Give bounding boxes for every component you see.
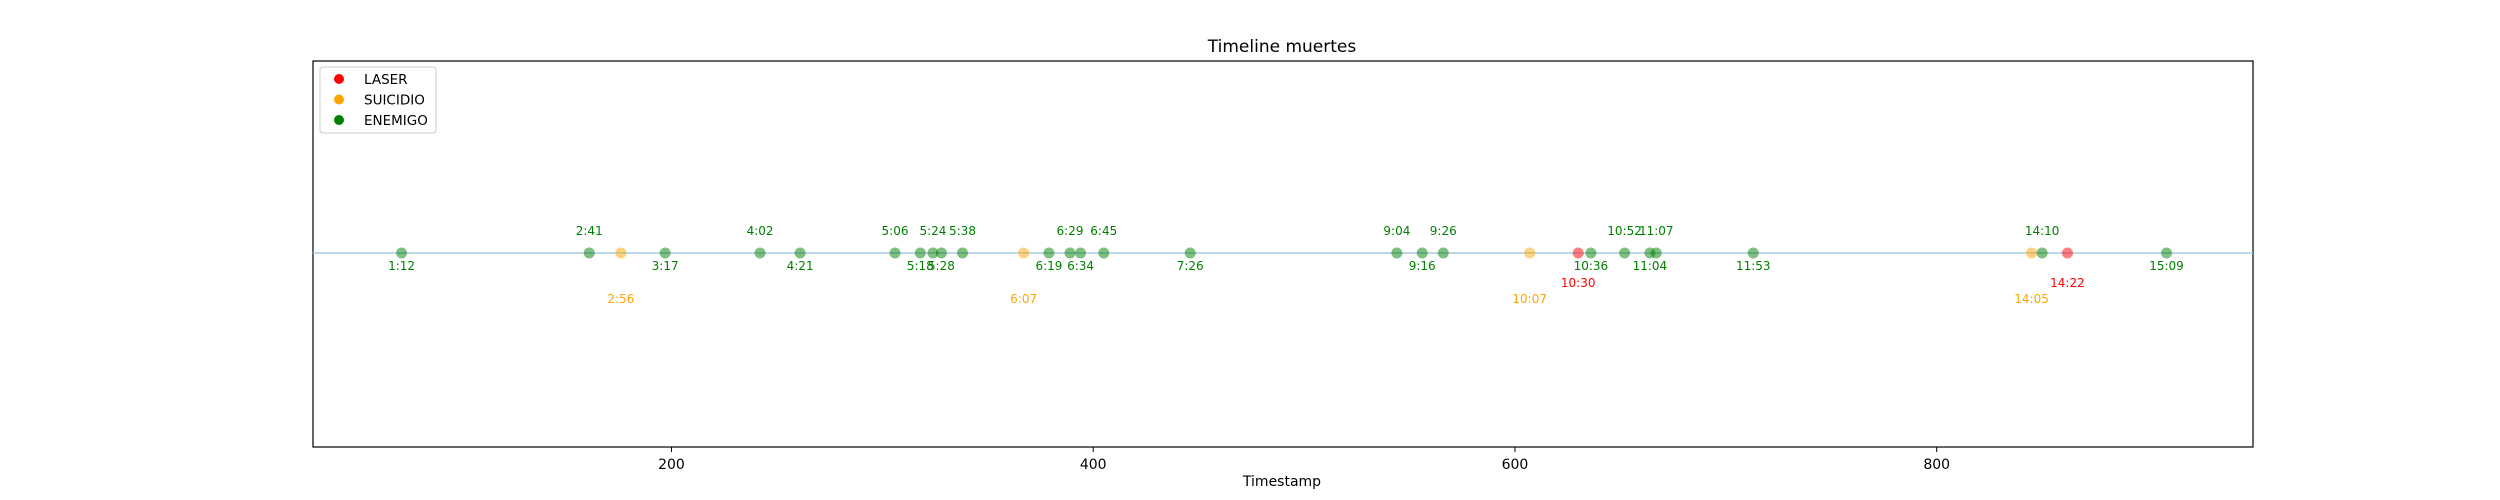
data-label: 6:19	[1035, 259, 1062, 273]
x-tick-label: 400	[1080, 457, 1107, 473]
data-point-enemigo	[1416, 247, 1428, 259]
data-label: 14:05	[2014, 292, 2049, 306]
data-label: 10:07	[1512, 292, 1547, 306]
data-label: 14:10	[2025, 224, 2060, 238]
data-label: 11:07	[1639, 224, 1674, 238]
data-point-enemigo	[396, 247, 408, 259]
legend-marker-enemigo	[334, 115, 344, 125]
chart-title: Timeline muertes	[1207, 37, 1357, 57]
data-point-enemigo	[1391, 247, 1403, 259]
data-label: 5:06	[882, 224, 909, 238]
data-label: 6:45	[1090, 224, 1117, 238]
data-point-enemigo	[2036, 247, 2048, 259]
data-point-enemigo	[927, 247, 939, 259]
data-point-enemigo	[1098, 247, 1110, 259]
data-point-enemigo	[1043, 247, 1055, 259]
legend-label: ENEMIGO	[364, 113, 428, 129]
legend-label: LASER	[364, 72, 408, 88]
data-label: 5:28	[928, 259, 955, 273]
legend-marker-laser	[334, 74, 344, 84]
data-point-enemigo	[794, 247, 806, 259]
data-label: 10:30	[1561, 276, 1596, 290]
x-axis: 200 400 600 800	[658, 447, 1950, 473]
data-point-enemigo	[1075, 247, 1087, 259]
data-label: 15:09	[2149, 259, 2184, 273]
data-point-enemigo	[659, 247, 671, 259]
legend: LASER SUICIDIO ENEMIGO	[319, 66, 437, 134]
data-marks: 10:30 14:22 2:56 6:07 10:07 14:05 1:12 2:41 3:17…	[388, 224, 2184, 306]
data-label: 3:17	[652, 259, 679, 273]
data-label: 14:22	[2050, 276, 2085, 290]
data-label: 6:07	[1010, 292, 1037, 306]
data-point-suicidio	[615, 247, 627, 259]
data-point-enemigo	[935, 247, 947, 259]
data-point-enemigo	[1437, 247, 1449, 259]
data-label: 9:26	[1430, 224, 1457, 238]
data-point-suicidio	[1524, 247, 1536, 259]
data-point-enemigo	[1747, 247, 1759, 259]
x-tick-label: 200	[658, 457, 685, 473]
data-label: 6:29	[1057, 224, 1084, 238]
data-label: 11:04	[1633, 259, 1668, 273]
data-label: 10:36	[1574, 259, 1609, 273]
data-point-enemigo	[1064, 247, 1076, 259]
data-point-suicidio	[2026, 247, 2038, 259]
data-label: 9:04	[1383, 224, 1410, 238]
data-point-enemigo	[754, 247, 766, 259]
data-point-enemigo	[956, 247, 968, 259]
data-point-enemigo	[1650, 247, 1662, 259]
x-tick-label: 800	[1923, 457, 1950, 473]
data-label: 9:16	[1409, 259, 1436, 273]
data-point-enemigo	[914, 247, 926, 259]
x-axis-label: Timestamp	[1242, 474, 1321, 490]
data-point-enemigo	[2161, 247, 2173, 259]
data-label: 5:38	[949, 224, 976, 238]
legend-marker-suicidio	[334, 94, 344, 105]
data-point-enemigo	[583, 247, 595, 259]
data-point-laser	[1572, 247, 1584, 259]
data-label: 5:24	[919, 224, 946, 238]
plot-frame	[312, 60, 2254, 448]
data-label: 6:34	[1067, 259, 1094, 273]
data-point-enemigo	[1184, 247, 1196, 259]
data-point-enemigo	[889, 247, 901, 259]
data-point-suicidio	[1018, 247, 1030, 259]
data-point-enemigo	[1619, 247, 1631, 259]
data-label: 1:12	[388, 259, 415, 273]
x-tick-label: 600	[1502, 457, 1529, 473]
data-label: 2:41	[576, 224, 603, 238]
data-label: 5:18	[907, 259, 934, 273]
legend-label: SUICIDIO	[364, 93, 425, 109]
data-label: 2:56	[607, 292, 634, 306]
data-point-enemigo	[1585, 247, 1597, 259]
legend-box	[319, 66, 437, 134]
data-label: 11:53	[1736, 259, 1771, 273]
data-point-laser	[2061, 247, 2073, 259]
data-label: 4:21	[787, 259, 814, 273]
data-label: 7:26	[1177, 259, 1204, 273]
data-label: 4:02	[747, 224, 774, 238]
data-label: 10:52	[1607, 224, 1642, 238]
